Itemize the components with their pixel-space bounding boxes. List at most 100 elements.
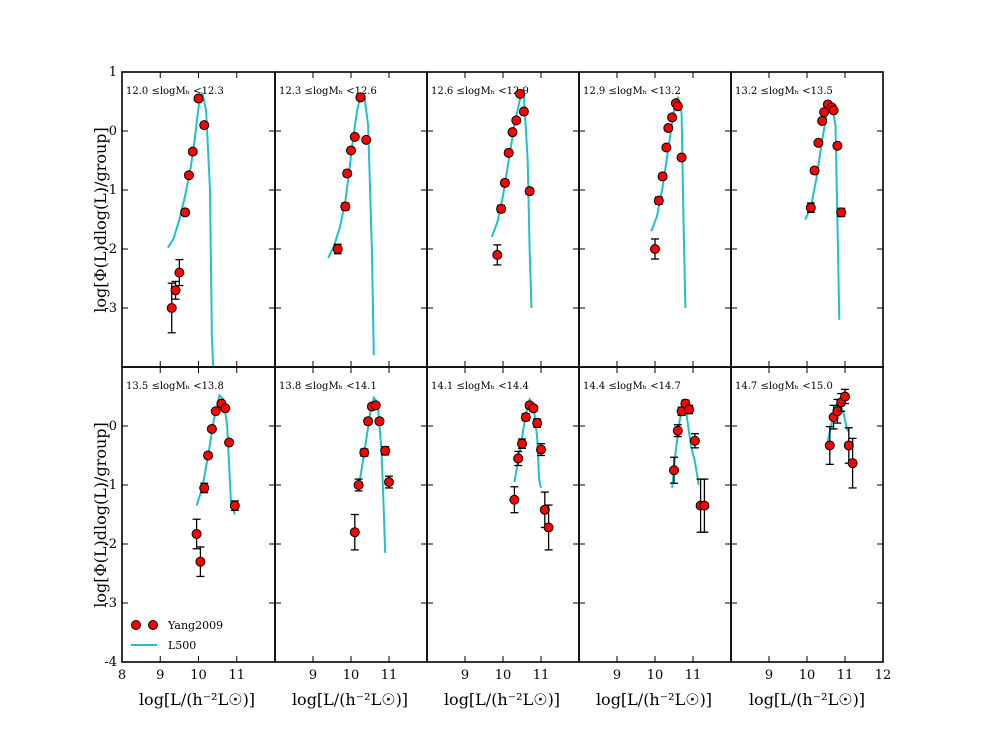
yang2009-point — [353, 480, 364, 490]
panels: -3 -2 -1 0 1 12.0 ≤logMₕ <12.3 12.3 ≤logMₕ <12… — [104, 65, 891, 683]
yang2009-point — [224, 437, 235, 448]
legend-label-yang2009: Yang2009 — [167, 619, 223, 632]
panel-frame — [121, 71, 276, 368]
yang2009-point — [507, 127, 518, 138]
yang2009-point — [524, 186, 535, 197]
l500-line — [357, 395, 387, 553]
x-tick-label: 8 — [118, 668, 126, 683]
legend-marker-2 — [148, 620, 158, 630]
yang2009-point — [340, 201, 351, 212]
plot-area — [166, 92, 215, 367]
yang2009-point — [363, 416, 374, 427]
yang2009-point — [220, 403, 231, 414]
yang2009-point — [661, 142, 672, 153]
yang2009-point — [828, 105, 839, 116]
yang2009-point — [355, 92, 366, 103]
yang2009-point — [195, 556, 206, 567]
yang2009-point — [840, 391, 850, 402]
y-tick-label: -2 — [104, 242, 117, 257]
panel-bottom-2: 9 10 11 13.8 ≤logMₕ <14.1 — [274, 366, 428, 683]
y-tick-label: -2 — [104, 537, 117, 552]
x-axis-label-2: log[L/(h⁻²L☉)] — [292, 690, 408, 709]
panel-bottom-5: 9 10 11 12 14.7 ≤logMₕ <15.0 — [730, 366, 892, 683]
yang2009-point — [342, 168, 353, 179]
yang2009-point — [517, 438, 527, 449]
panel-frame — [121, 366, 276, 663]
panel-frame — [730, 71, 884, 368]
yang2009-point — [499, 177, 510, 188]
yang2009-point — [180, 207, 191, 218]
x-axis-label-3: log[L/(h⁻²L☉)] — [444, 690, 560, 709]
y-tick-label: 0 — [109, 419, 117, 434]
x-tick-label: 9 — [156, 668, 164, 683]
yang2009-point — [210, 406, 221, 417]
panel-top-3: 12.6 ≤logMₕ <12.9 — [426, 71, 580, 368]
panel-label: 14.1 ≤logMₕ <14.4 — [431, 381, 529, 392]
yang2009-point — [496, 203, 507, 214]
yang2009-point — [543, 522, 554, 533]
yang2009-point — [689, 435, 700, 446]
panel-bottom-3: 9 10 11 14.1 ≤logMₕ <14.4 — [426, 366, 580, 683]
legend-marker-1 — [131, 620, 141, 630]
panel-label: 12.6 ≤logMₕ <12.9 — [431, 86, 529, 97]
panel-frame — [274, 71, 428, 368]
plot-area — [669, 398, 710, 533]
x-axis-label-5: log[L/(h⁻²L☉)] — [749, 690, 865, 709]
panel-top-1: -3 -2 -1 0 1 12.0 ≤logMₕ <12.3 — [104, 65, 276, 368]
x-tick-label: 11 — [381, 668, 398, 683]
panel-label: 13.5 ≤logMₕ <13.8 — [126, 381, 224, 392]
yang2009-point — [847, 458, 858, 469]
yang2009-point — [520, 412, 531, 423]
yang2009-point — [359, 447, 370, 458]
x-axis-label-4: log[L/(h⁻²L☉)] — [596, 690, 712, 709]
yang2009-point — [663, 123, 674, 134]
legend: Yang2009 L500 — [131, 619, 223, 652]
yang2009-point — [349, 131, 360, 142]
yang2009-point — [384, 477, 394, 488]
y-tick-label: 1 — [109, 65, 117, 80]
x-tick-label: 10 — [647, 668, 664, 683]
yang2009-point — [513, 453, 524, 464]
yang2009-point — [817, 115, 828, 126]
y-tick-label: -3 — [104, 596, 117, 611]
panel-top-2: 12.3 ≤logMₕ <12.6 — [274, 71, 428, 368]
plot-area — [191, 393, 240, 578]
yang2009-point — [349, 527, 360, 538]
x-tick-label: 12 — [875, 668, 892, 683]
x-tick-label: 10 — [799, 668, 816, 683]
panel-top-5: 13.2 ≤logMₕ <13.5 — [730, 71, 884, 368]
yang2009-point — [511, 115, 522, 126]
x-tick-label: 11 — [228, 668, 245, 683]
x-tick-label: 11 — [533, 668, 550, 683]
yang2009-point — [667, 112, 678, 123]
yang2009-point — [809, 165, 820, 176]
yang2009-point — [361, 134, 372, 145]
panel-label: 13.2 ≤logMₕ <13.5 — [735, 86, 833, 97]
x-tick-label: 11 — [685, 668, 702, 683]
plot-area — [509, 396, 554, 551]
l500-line — [650, 96, 687, 309]
y-tick-label: -4 — [104, 655, 117, 670]
yang2009-point — [699, 500, 710, 511]
yang2009-point — [332, 244, 343, 254]
panel-label: 12.0 ≤logMₕ <12.3 — [126, 86, 224, 97]
y-tick-label: 0 — [109, 124, 117, 139]
plot-area — [327, 92, 375, 356]
panel-label: 14.7 ≤logMₕ <15.0 — [735, 381, 833, 392]
l500-line — [167, 92, 215, 367]
yang2009-point — [174, 267, 185, 278]
yang2009-point — [515, 88, 526, 99]
panel-top-4: 12.9 ≤logMₕ <13.2 — [578, 71, 732, 368]
yang2009-point — [492, 249, 503, 260]
yang2009-point — [187, 146, 198, 157]
panel-frame — [578, 366, 732, 663]
yang2009-point — [199, 482, 210, 493]
yang2009-point — [170, 285, 181, 296]
yang2009-point — [650, 244, 660, 254]
x-tick-label: 10 — [343, 668, 360, 683]
x-tick-label: 10 — [190, 668, 207, 683]
plot-area — [824, 388, 858, 489]
plot-area — [490, 88, 535, 309]
l500-line — [195, 393, 236, 515]
